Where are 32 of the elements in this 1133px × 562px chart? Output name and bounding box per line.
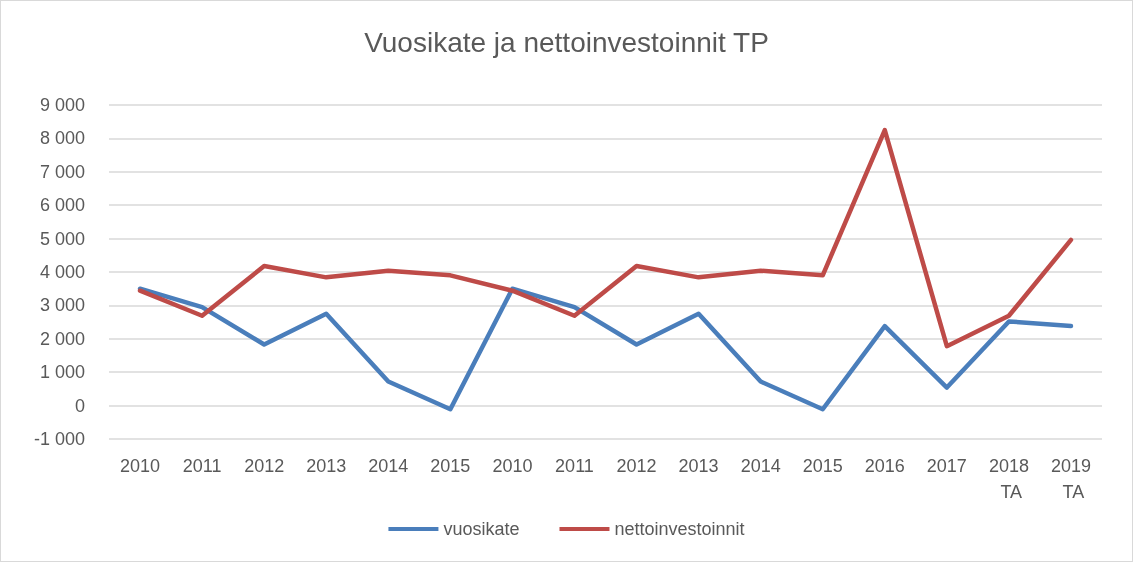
y-tick-label: 2 000 — [39, 328, 85, 349]
y-tick-label: 8 000 — [39, 128, 85, 149]
y-tick-label: -1 000 — [33, 429, 85, 449]
legend-label: vuosikate — [443, 519, 520, 539]
y-tick-label: 0 — [74, 395, 85, 416]
x-tick-label: 2019 TA — [1050, 456, 1091, 502]
x-tick-label: 2014 — [740, 456, 781, 476]
x-tick-label: 2015 — [802, 456, 843, 476]
y-tick-label: 1 000 — [39, 362, 85, 383]
x-tick-label: 2011 — [182, 456, 222, 476]
y-tick-label: 3 000 — [39, 295, 85, 316]
y-tick-label: 9 000 — [39, 95, 85, 115]
x-tick-label: 2010 — [120, 456, 161, 476]
chart-title: Vuosikate ja nettoinvestoinnit TP — [364, 26, 769, 58]
x-tick-label: 2016 — [864, 456, 905, 476]
line-series — [137, 286, 1074, 412]
x-tick-label: 2013 — [678, 456, 719, 476]
line-series — [137, 127, 1074, 349]
y-tick-label: 5 000 — [39, 228, 85, 249]
x-tick-label: 2012 — [244, 456, 285, 476]
y-tick-label: 6 000 — [39, 195, 85, 216]
legend-label: nettoinvestoinnit — [614, 519, 745, 539]
y-tick-label: 7 000 — [39, 161, 85, 182]
x-tick-label: 2013 — [306, 456, 347, 476]
x-tick-label: 2011 — [555, 456, 594, 476]
x-tick-label: 2018 TA — [988, 456, 1029, 502]
x-tick-label: 2012 — [616, 456, 657, 476]
x-tick-label: 2010 — [492, 456, 533, 476]
x-tick-label: 2015 — [430, 456, 471, 476]
y-tick-label: 4 000 — [39, 262, 85, 282]
x-tick-label: 2014 — [368, 456, 409, 476]
x-tick-label: 2017 — [926, 456, 967, 476]
